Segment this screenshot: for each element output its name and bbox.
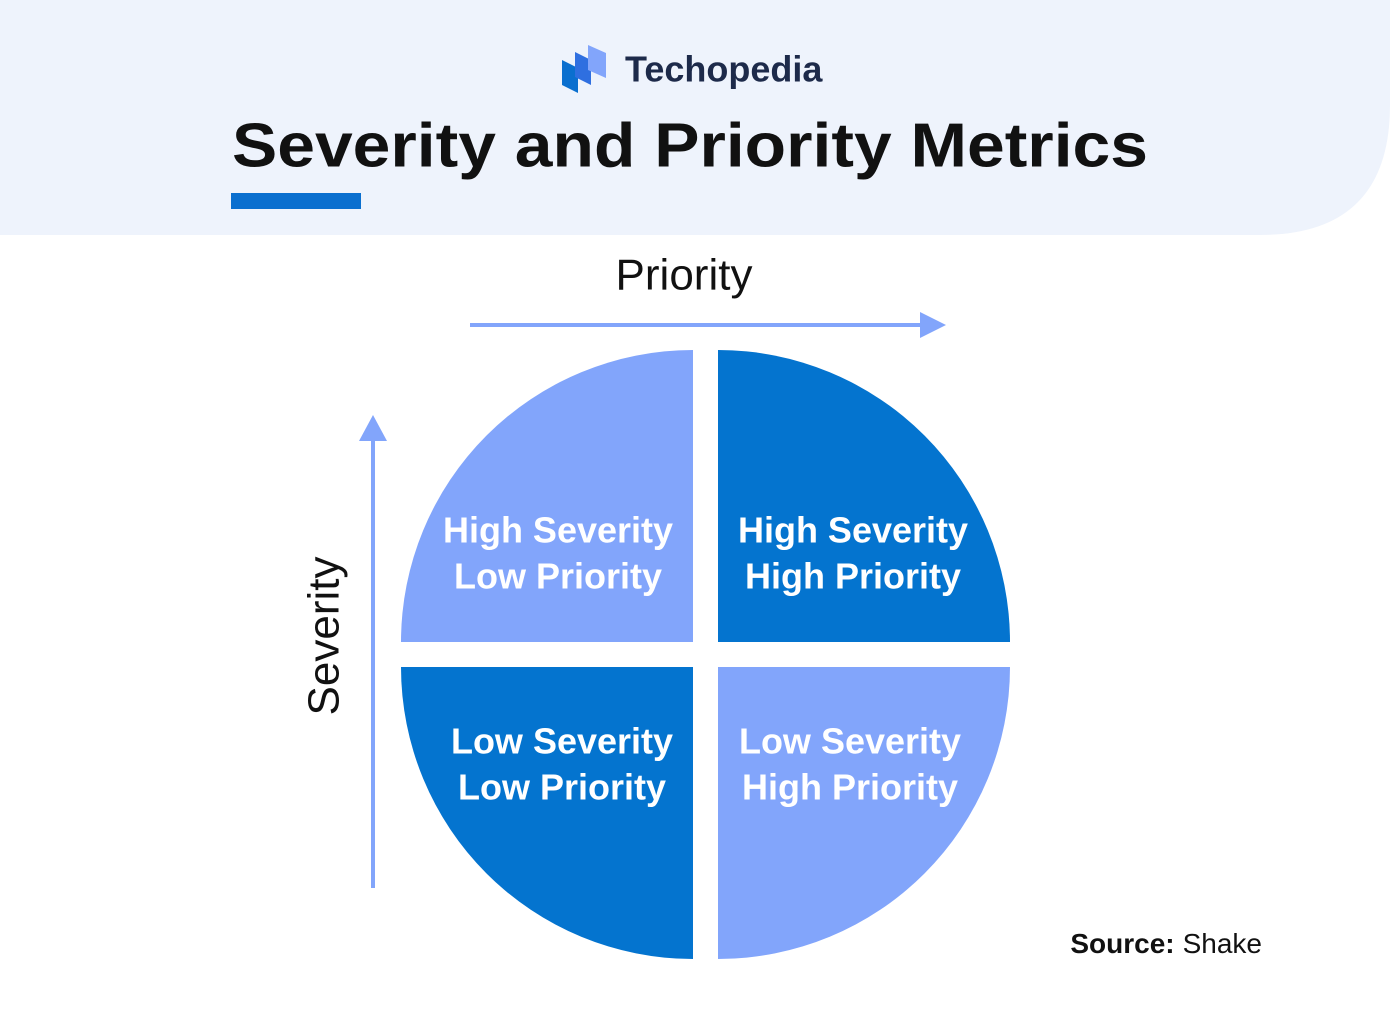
quadrant-label: High Severity	[443, 510, 673, 551]
quadrant-label: High Priority	[745, 556, 961, 597]
title-underline	[231, 193, 361, 209]
page-title: Severity and Priority Metrics	[232, 111, 1148, 180]
quadrant-label: Low Priority	[454, 556, 662, 597]
quadrant-label: Low Priority	[458, 767, 666, 808]
quadrant	[401, 350, 693, 642]
quadrant-label: Low Severity	[451, 721, 673, 762]
x-axis-arrow	[470, 312, 946, 338]
quadrant-label: High Severity	[738, 510, 968, 551]
quadrant	[718, 667, 1010, 959]
quadrant-label: High Priority	[742, 767, 958, 808]
quadrant-label: Low Severity	[739, 721, 961, 762]
brand-name: Techopedia	[625, 49, 823, 90]
logo-icon	[562, 45, 606, 93]
source-label: Source:	[1070, 928, 1174, 959]
quadrant	[401, 667, 693, 959]
quadrant-labels: High Severity Low Priority High Severity…	[443, 510, 968, 808]
y-axis-label: Severity	[300, 557, 349, 716]
quadrant	[718, 350, 1010, 642]
x-axis-label: Priority	[616, 251, 753, 300]
source-name: Shake	[1183, 928, 1262, 959]
y-axis-arrow	[359, 415, 387, 888]
source-note: Source: Shake	[1070, 928, 1262, 959]
header-background	[0, 0, 1390, 235]
